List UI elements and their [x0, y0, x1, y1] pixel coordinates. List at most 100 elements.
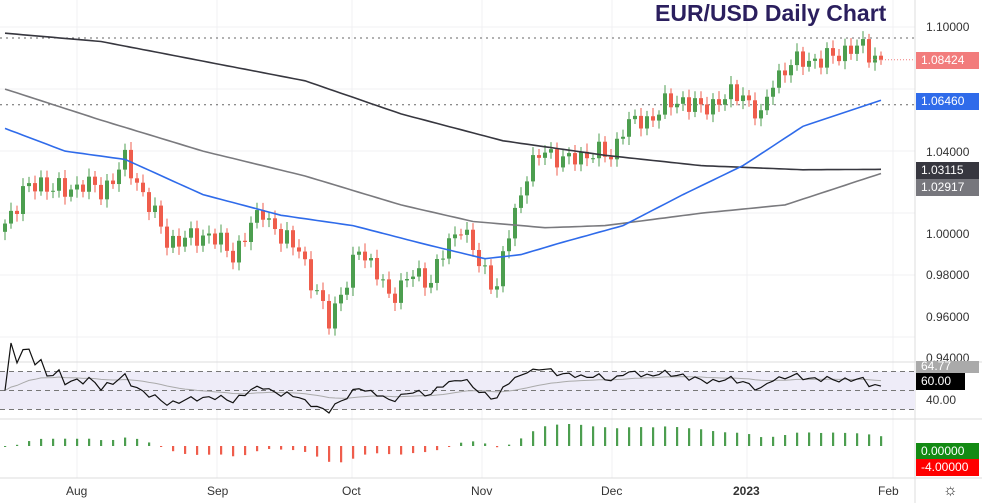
- histogram-bar: [616, 428, 619, 446]
- price-tick: 0.98000: [926, 268, 970, 282]
- histogram-bar: [844, 432, 847, 446]
- candle-body: [255, 210, 259, 223]
- histogram-bar: [724, 432, 727, 446]
- candle-body: [687, 97, 691, 112]
- candle-body: [399, 280, 403, 303]
- candle-body: [447, 238, 451, 259]
- candle-body: [381, 279, 385, 281]
- candle-body: [3, 223, 7, 232]
- candle-body: [855, 45, 859, 54]
- candle-body: [837, 55, 841, 62]
- candle-body: [147, 192, 151, 212]
- price-tick: 1.10000: [926, 20, 970, 34]
- candle-body: [429, 282, 433, 288]
- candle-body: [879, 55, 883, 60]
- candle-body: [201, 235, 205, 246]
- candle-body: [87, 176, 91, 192]
- histogram-bar: [520, 438, 523, 446]
- ma100-badge: 1.02917: [916, 179, 979, 196]
- histogram-bar: [760, 437, 763, 446]
- histogram-bar: [604, 427, 607, 446]
- candle-body: [45, 177, 49, 192]
- ma100-line: [4, 88, 882, 229]
- histogram-bar: [436, 446, 439, 451]
- candle-body: [207, 233, 211, 236]
- candle-body: [537, 155, 541, 158]
- histogram-bar: [592, 426, 595, 446]
- candle-body: [825, 48, 829, 68]
- candle-body: [189, 228, 193, 238]
- candle-body: [675, 103, 679, 108]
- histogram-bar: [340, 446, 343, 463]
- histogram-bar: [220, 446, 223, 455]
- candle-body: [243, 240, 247, 242]
- histogram-bar: [4, 446, 7, 447]
- candle-body: [507, 238, 511, 252]
- candle-body: [321, 290, 325, 301]
- candle-body: [105, 180, 109, 200]
- candle-body: [237, 240, 241, 263]
- histogram-bar: [868, 434, 871, 446]
- candle-body: [555, 149, 559, 168]
- candle-body: [807, 60, 811, 67]
- histogram-bar: [100, 440, 103, 446]
- candle-body: [159, 205, 163, 227]
- histogram-bar: [556, 424, 559, 446]
- candle-body: [459, 234, 463, 236]
- histogram-bar: [664, 426, 667, 446]
- candle-body: [567, 153, 571, 157]
- candle-body: [111, 180, 115, 185]
- histogram-bar: [460, 442, 463, 446]
- candle-body: [483, 265, 487, 267]
- candle-body: [813, 58, 817, 61]
- price-tick: 0.96000: [926, 310, 970, 324]
- histogram-bar: [580, 424, 583, 446]
- histogram-bar: [388, 446, 391, 455]
- candle-body: [669, 93, 673, 108]
- candle-body: [531, 155, 535, 182]
- histogram-bar: [652, 427, 655, 446]
- candle-body: [735, 84, 739, 102]
- candle-body: [525, 181, 529, 196]
- candle-body: [801, 51, 805, 67]
- histogram-bar: [496, 446, 499, 448]
- candle-body: [279, 229, 283, 244]
- ma200-badge: 1.03115: [916, 162, 979, 179]
- candle-body: [867, 39, 871, 63]
- hist-zero-badge: 0.00000: [916, 443, 979, 460]
- candle-body: [579, 151, 583, 165]
- date-label: 2023: [733, 484, 760, 498]
- candle-body: [141, 182, 145, 193]
- candle-body: [51, 190, 55, 192]
- candle-body: [333, 303, 337, 329]
- histogram-bar: [568, 424, 571, 446]
- candle-body: [519, 195, 523, 208]
- candle-body: [225, 232, 229, 251]
- candle-body: [285, 230, 289, 244]
- settings-icon[interactable]: ☼: [943, 482, 958, 499]
- hist-neg-badge: -4.00000: [916, 459, 979, 476]
- candle-body: [489, 265, 493, 290]
- ma200-line: [4, 32, 882, 171]
- histogram-bar: [64, 438, 67, 446]
- candle-body: [549, 149, 553, 153]
- candle-body: [165, 226, 169, 248]
- candle-body: [453, 234, 457, 239]
- candle-body: [633, 115, 637, 120]
- histogram-bar: [172, 446, 175, 452]
- histogram-bar: [484, 443, 487, 446]
- candle-body: [117, 169, 121, 185]
- histogram-bar: [784, 435, 787, 446]
- histogram-bar: [148, 442, 151, 446]
- candle-body: [345, 287, 349, 295]
- histogram-bar: [184, 446, 187, 454]
- candle-body: [543, 152, 547, 158]
- candle-body: [303, 251, 307, 260]
- histogram-bar: [796, 432, 799, 446]
- histogram-bar: [376, 446, 379, 454]
- histogram-bar: [412, 446, 415, 454]
- candle-body: [561, 156, 565, 168]
- candle-body: [171, 235, 175, 248]
